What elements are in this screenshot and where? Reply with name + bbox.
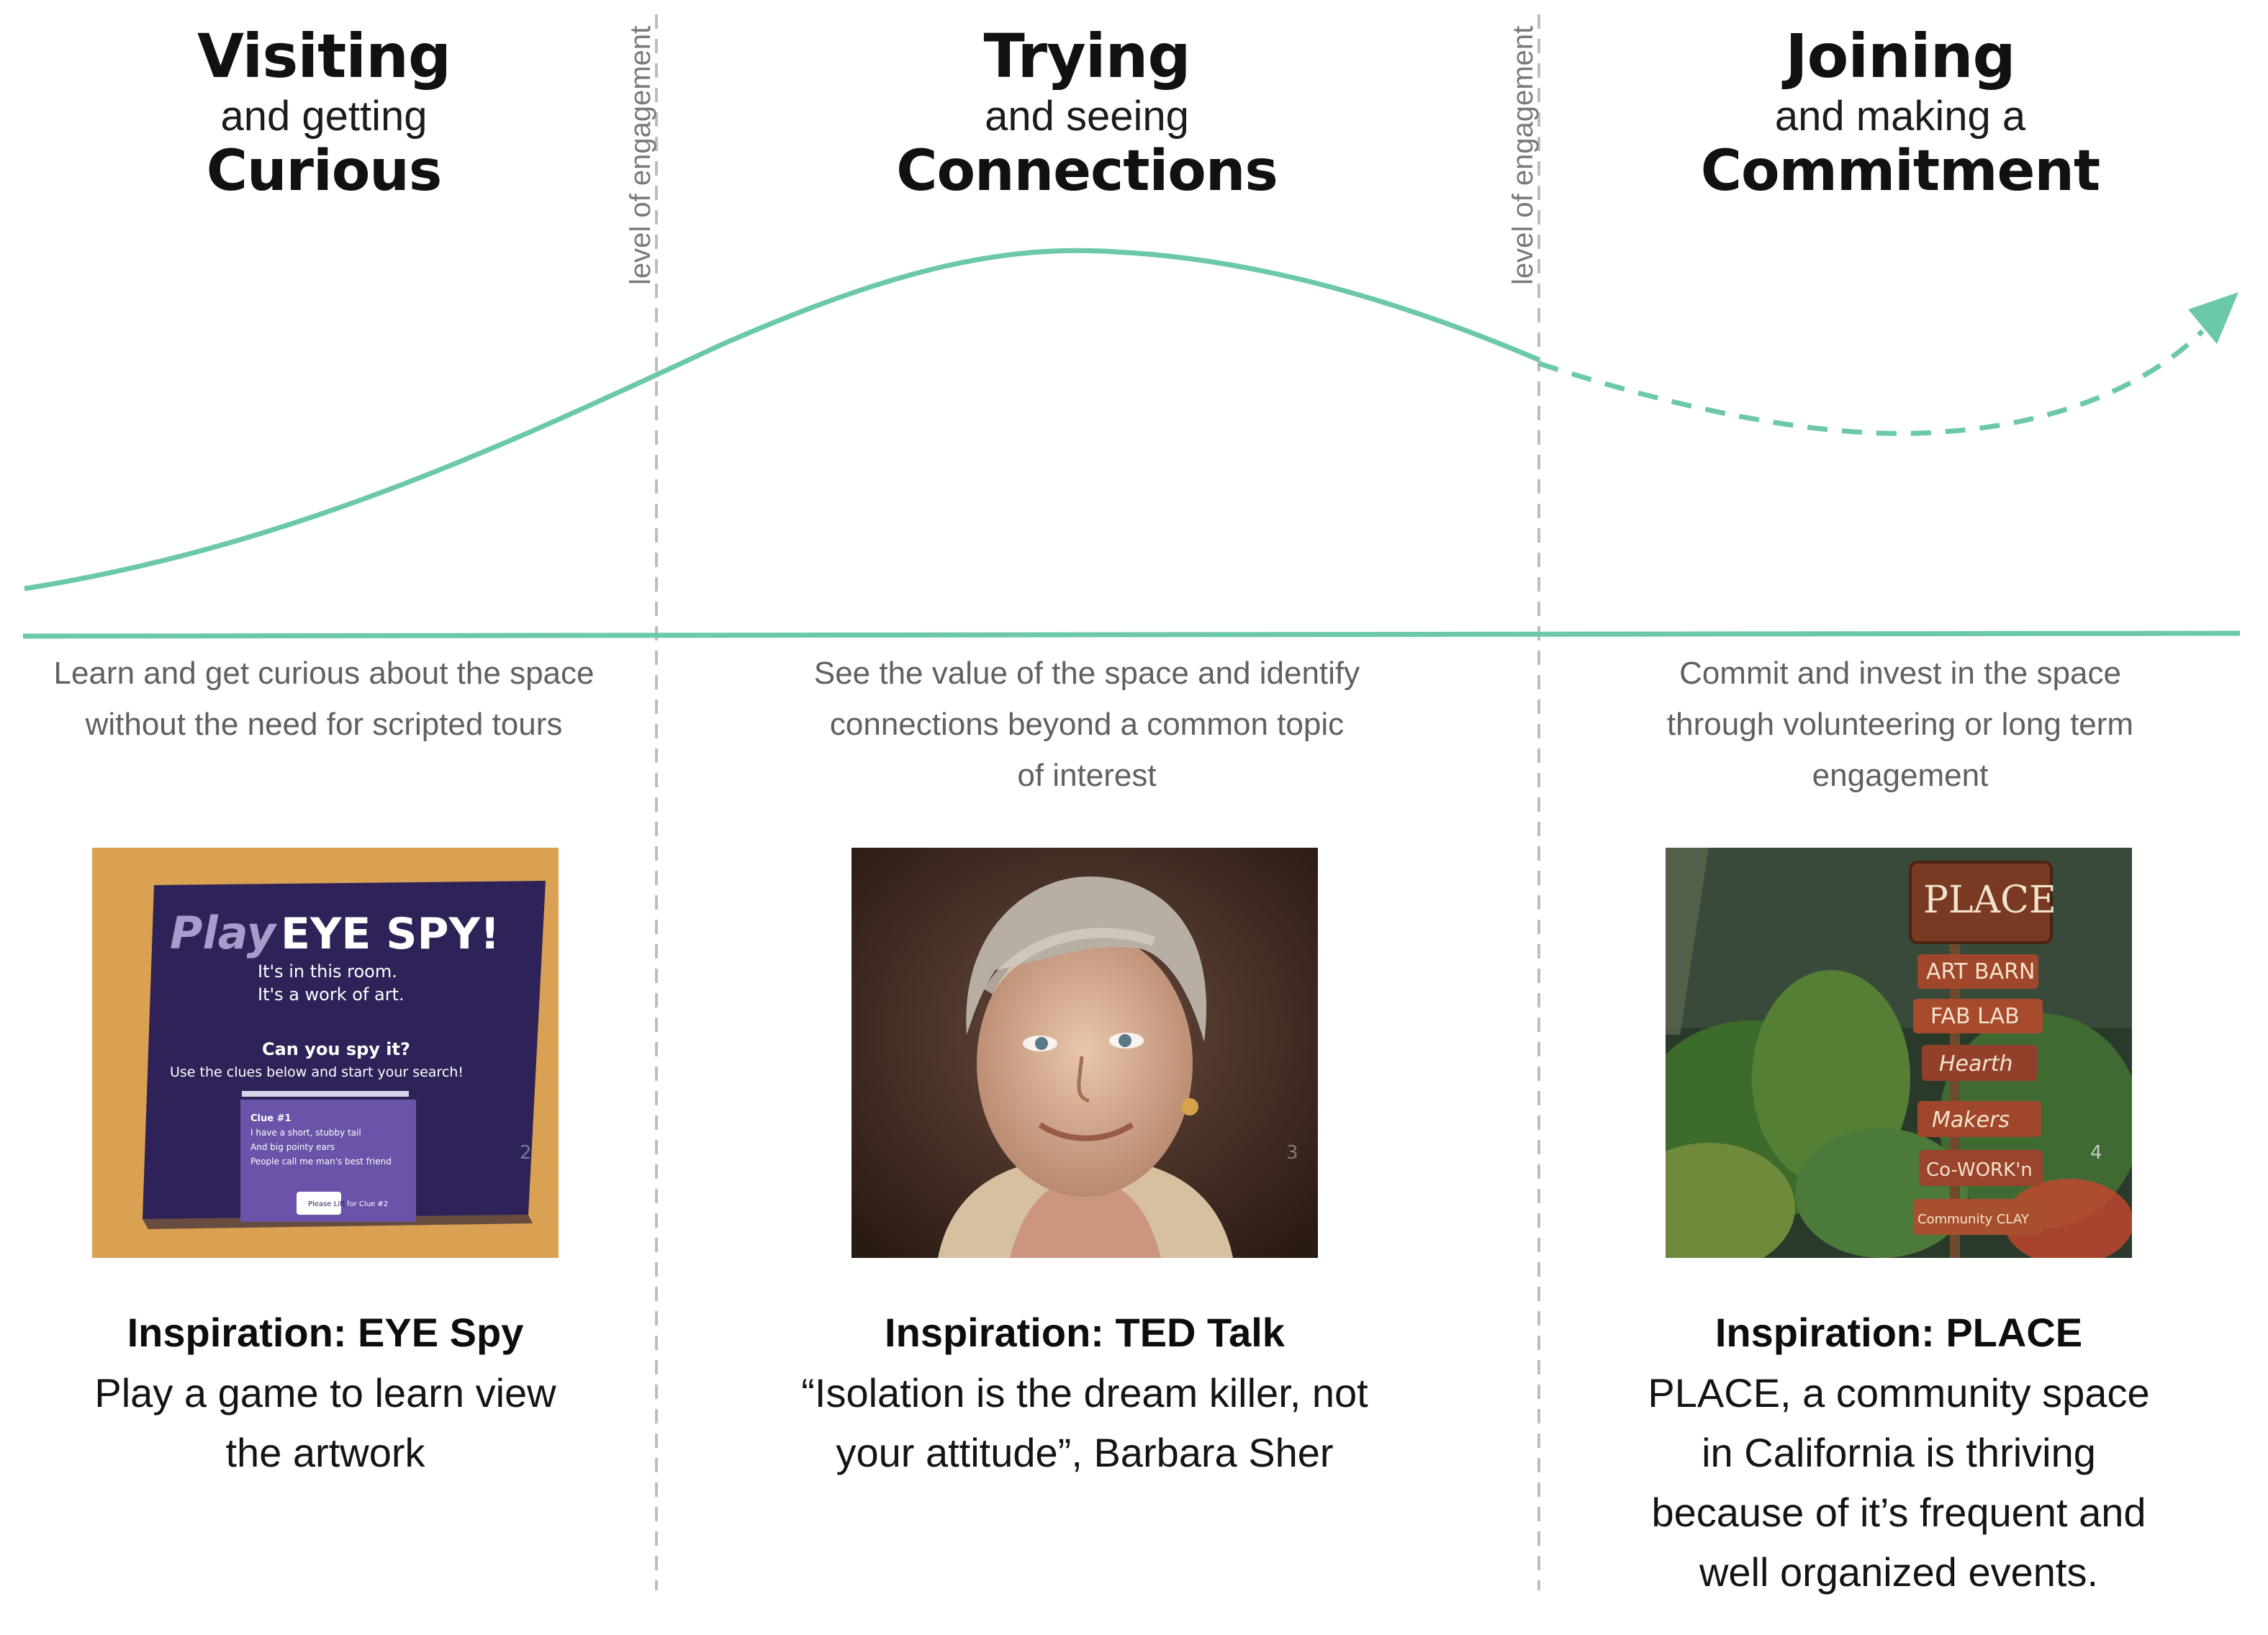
stage-title: Trying bbox=[983, 21, 1191, 91]
inspiration-body: PLACE, a community space in California i… bbox=[1648, 1370, 2150, 1595]
inspiration-body: “Isolation is the dream killer, not your… bbox=[801, 1370, 1368, 1475]
photo-page-number: 2 bbox=[520, 1142, 532, 1164]
inspiration-ted-talk: Inspiration: TED Talk “Isolation is the … bbox=[775, 1303, 1394, 1482]
engagement-curve-solid bbox=[24, 248, 1540, 592]
clue-title: Clue #1 bbox=[250, 1113, 292, 1124]
sign-art-barn: ART BARN bbox=[1926, 959, 2035, 984]
stage-subtitle: and seeing bbox=[985, 92, 1189, 140]
inspiration-title: Inspiration: PLACE bbox=[1714, 1310, 2083, 1355]
stage-trying-header: Trying and seeing Connections bbox=[763, 22, 1411, 203]
stage-subtitle: and making a bbox=[1774, 92, 2026, 140]
sign-makers: Makers bbox=[1932, 1108, 2010, 1133]
sign-line-1: It's in this room. bbox=[258, 961, 397, 982]
stage-title: Joining bbox=[1785, 21, 2015, 91]
sign-top-label: PLACE bbox=[1923, 879, 2056, 922]
baseline bbox=[22, 630, 2241, 639]
sign-hearth: Hearth bbox=[1939, 1051, 2013, 1077]
engagement-curve-dashed bbox=[1537, 329, 2205, 436]
stage-visiting-header: Visiting and getting Curious bbox=[0, 22, 648, 203]
inspiration-place: Inspiration: PLACE PLACE, a community sp… bbox=[1589, 1303, 2208, 1602]
clue-line-2: And big pointy ears bbox=[250, 1142, 335, 1152]
clue-line-1: I have a short, stubby tail bbox=[250, 1128, 361, 1138]
place-signpost-photo: PLACE ART BARN FAB LAB Hearth Makers Co-… bbox=[1666, 848, 2132, 1258]
stage-emphasis: Connections bbox=[896, 139, 1278, 204]
stage-title: Visiting bbox=[197, 21, 451, 91]
sign-community-clay: Community CLAY bbox=[1917, 1212, 2030, 1227]
sign-heading: Play bbox=[170, 907, 278, 959]
stage-joining-header: Joining and making a Commitment bbox=[1576, 22, 2224, 203]
stage-visiting-description: Learn and get curious about the space wi… bbox=[53, 656, 595, 742]
eye-spy-photo: Play EYE SPY! It's in this room. It's a … bbox=[92, 848, 559, 1258]
inspiration-eye-spy: Inspiration: EYE Spy Play a game to lear… bbox=[16, 1303, 635, 1482]
sign-question: Can you spy it? bbox=[262, 1039, 410, 1059]
sign-line-2: It's a work of art. bbox=[258, 984, 405, 1005]
clue-tab-right: for Clue #2 bbox=[347, 1200, 388, 1208]
stage-emphasis: Commitment bbox=[1700, 139, 2100, 204]
arrowhead-icon bbox=[2188, 292, 2238, 344]
clue-line-3: People call me man's best friend bbox=[250, 1156, 392, 1167]
barbara-sher-portrait-photo: 3 bbox=[851, 848, 1318, 1258]
inspiration-body: Play a game to learn view the artwork bbox=[94, 1370, 556, 1475]
sign-fab-lab: FAB LAB bbox=[1930, 1004, 2020, 1029]
stage-subtitle: and getting bbox=[220, 92, 428, 140]
sign-instruction: Use the clues below and start your searc… bbox=[170, 1064, 464, 1080]
sign-co-work: Co-WORK'n bbox=[1926, 1159, 2033, 1181]
stage-joining-description: Commit and invest in the space through v… bbox=[1666, 656, 2134, 793]
clue-tab-left: Please Lift bbox=[308, 1200, 345, 1208]
inspiration-title: Inspiration: EYE Spy bbox=[127, 1310, 524, 1355]
sign-heading-bold: EYE SPY! bbox=[281, 909, 500, 959]
stage-emphasis: Curious bbox=[206, 139, 443, 204]
photo-page-number: 4 bbox=[2090, 1142, 2102, 1164]
inspiration-title: Inspiration: TED Talk bbox=[885, 1310, 1285, 1355]
divider-label-2: level of engagement bbox=[1507, 25, 1539, 285]
photo-page-number: 3 bbox=[1286, 1142, 1298, 1164]
stage-trying-description: See the value of the space and identify … bbox=[813, 656, 1360, 793]
